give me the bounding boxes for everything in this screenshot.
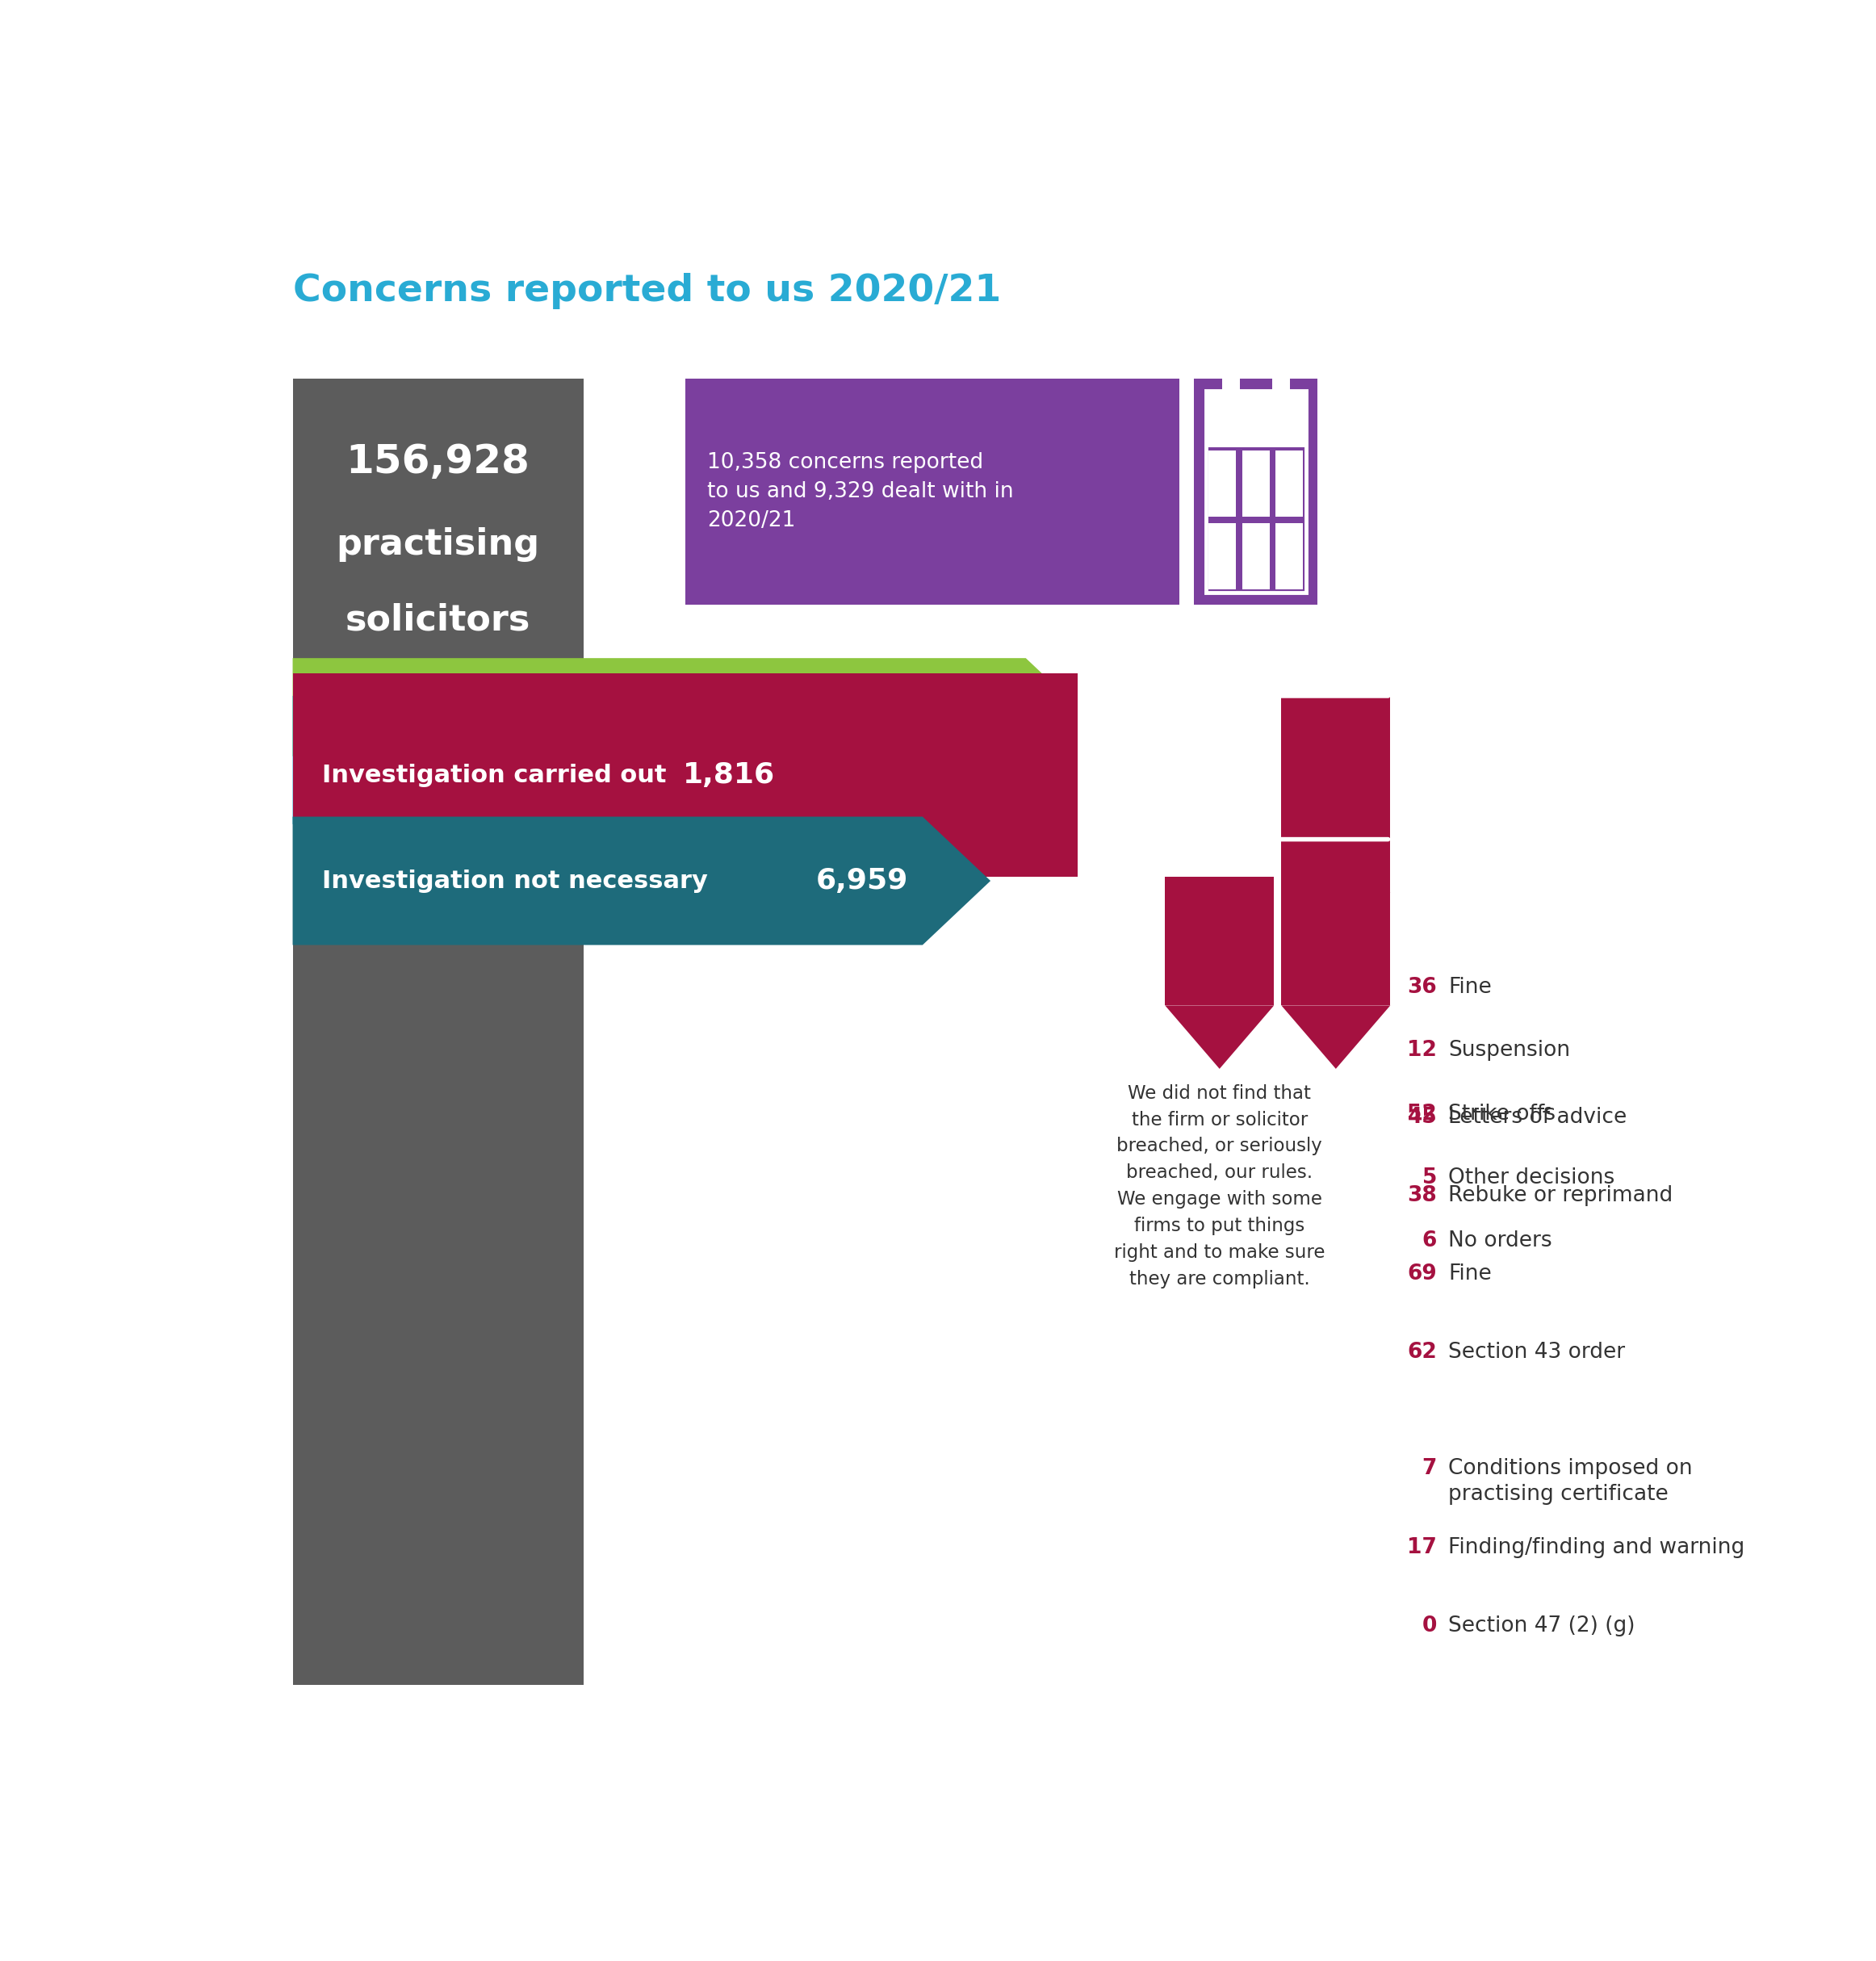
Polygon shape <box>1281 1006 1390 1069</box>
Text: 36: 36 <box>1407 977 1437 998</box>
Text: Cases heard at the SDT: Cases heard at the SDT <box>1142 673 1354 688</box>
Text: Redirected internally or sent to LeO: Redirected internally or sent to LeO <box>323 696 777 718</box>
Text: Rebuke or reprimand: Rebuke or reprimand <box>1448 1184 1673 1206</box>
FancyBboxPatch shape <box>1206 390 1306 447</box>
Text: No orders: No orders <box>1448 1230 1551 1251</box>
Text: 12: 12 <box>1407 1039 1437 1061</box>
FancyBboxPatch shape <box>1276 524 1304 590</box>
Text: 52: 52 <box>1407 1104 1437 1124</box>
FancyBboxPatch shape <box>1165 877 1274 1006</box>
Text: 7: 7 <box>1422 1459 1437 1479</box>
Text: Section 47 (2) (g): Section 47 (2) (g) <box>1448 1616 1636 1635</box>
Text: Letters of advice: Letters of advice <box>1448 1106 1626 1128</box>
Text: Concerns reported to us 2020/21: Concerns reported to us 2020/21 <box>293 273 1000 310</box>
FancyBboxPatch shape <box>1208 451 1236 518</box>
Text: 45: 45 <box>1407 1106 1437 1128</box>
FancyBboxPatch shape <box>1276 451 1304 518</box>
Text: Strike offs: Strike offs <box>1448 1104 1555 1124</box>
Text: Fine: Fine <box>1448 977 1491 998</box>
Text: 156,928: 156,928 <box>345 443 531 480</box>
Text: Other decisions: Other decisions <box>1448 1167 1615 1188</box>
Polygon shape <box>293 659 1079 757</box>
Text: Finding/finding and warning: Finding/finding and warning <box>1448 1537 1745 1557</box>
Text: 554: 554 <box>947 694 1004 720</box>
Text: 5: 5 <box>1422 1167 1437 1188</box>
Text: Cases with SRA sanctions: Cases with SRA sanctions <box>1148 816 1379 831</box>
Text: Investigation into matter remains ongoing
(12-month rolling average): Investigation into matter remains ongoin… <box>323 720 861 771</box>
Polygon shape <box>293 816 991 945</box>
Text: Conditions imposed on
practising certificate: Conditions imposed on practising certifi… <box>1448 1459 1692 1506</box>
Text: 10,358 concerns reported
to us and 9,329 dealt with in
2020/21: 10,358 concerns reported to us and 9,329… <box>707 453 1013 531</box>
Text: 69: 69 <box>1407 1263 1437 1284</box>
Text: 268: 268 <box>1304 939 1369 971</box>
Text: Investigation carried out: Investigation carried out <box>323 763 666 786</box>
Text: We did not find that
the firm or solicitor
breached, or seriously
breached, our : We did not find that the firm or solicit… <box>1114 1084 1324 1288</box>
FancyBboxPatch shape <box>1208 524 1236 590</box>
Polygon shape <box>1165 1006 1274 1069</box>
FancyBboxPatch shape <box>1195 378 1317 604</box>
Text: 17: 17 <box>1407 1537 1437 1557</box>
FancyBboxPatch shape <box>1242 451 1270 518</box>
Polygon shape <box>293 696 1079 824</box>
FancyBboxPatch shape <box>1281 696 1390 892</box>
FancyBboxPatch shape <box>1281 839 1390 1006</box>
Polygon shape <box>1281 892 1390 949</box>
FancyBboxPatch shape <box>293 378 583 1684</box>
FancyBboxPatch shape <box>685 378 1180 604</box>
Text: solicitors: solicitors <box>345 602 531 637</box>
FancyBboxPatch shape <box>1242 524 1270 590</box>
FancyBboxPatch shape <box>1221 377 1240 406</box>
Text: 38: 38 <box>1407 1184 1437 1206</box>
Text: Suspension: Suspension <box>1448 1039 1570 1061</box>
FancyBboxPatch shape <box>1272 377 1291 406</box>
Text: 1,897: 1,897 <box>902 747 996 775</box>
Text: 6,959: 6,959 <box>816 867 908 894</box>
Text: 1,763: 1,763 <box>1176 922 1263 947</box>
Text: Fine: Fine <box>1448 1263 1491 1284</box>
Text: 62: 62 <box>1407 1341 1437 1363</box>
FancyBboxPatch shape <box>293 673 1079 877</box>
Text: 1,816: 1,816 <box>683 761 775 788</box>
FancyBboxPatch shape <box>293 378 583 712</box>
Text: 101: 101 <box>1304 798 1369 830</box>
Text: Section 43 order: Section 43 order <box>1448 1341 1625 1363</box>
Text: Investigation not necessary: Investigation not necessary <box>323 869 707 892</box>
Text: practising: practising <box>336 528 540 563</box>
Text: 0: 0 <box>1422 1616 1437 1635</box>
Text: 6: 6 <box>1422 1230 1437 1251</box>
